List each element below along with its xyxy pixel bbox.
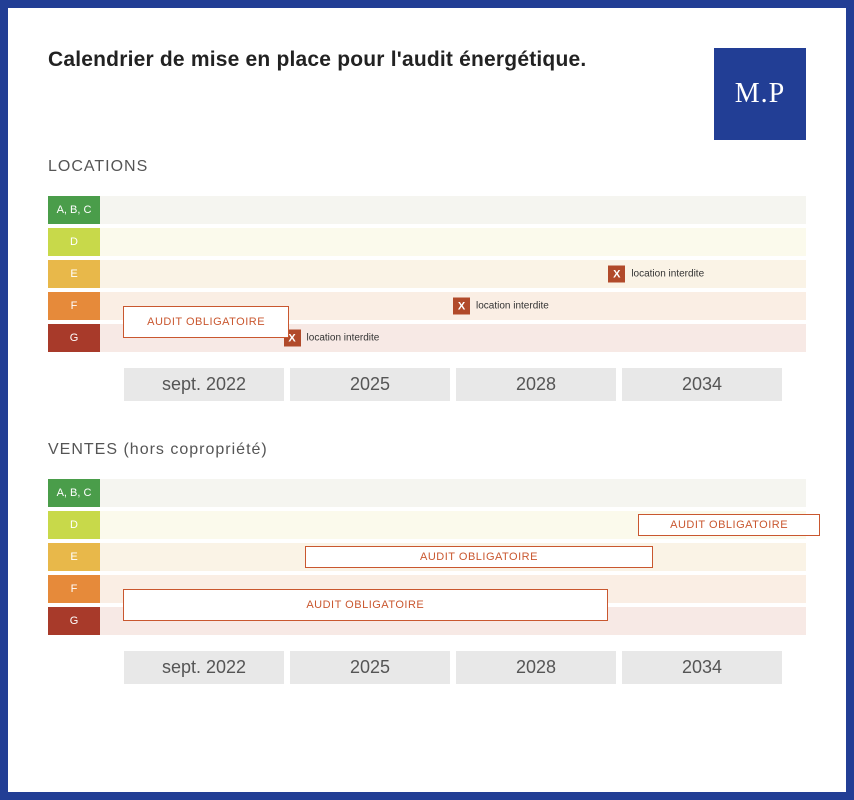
audit-box: AUDIT OBLIGATOIRE [305, 546, 654, 568]
grade-label: E [48, 543, 100, 571]
logo: M.P [714, 48, 806, 140]
x-icon: X [608, 266, 625, 283]
grade-label: A, B, C [48, 196, 100, 224]
audit-box: AUDIT OBLIGATOIRE [123, 306, 290, 338]
section-title-locations: LOCATIONS [48, 158, 806, 176]
grade-row: A, B, C [48, 479, 806, 507]
section-ventes: VENTES (hors copropriété) A, B, C DEFG AUD… [48, 441, 806, 684]
marker-interdite: Xlocation interdite [453, 298, 549, 315]
frame: Calendrier de mise en place pour l'audit… [0, 0, 854, 800]
timeline-label: sept. 2022 [124, 651, 284, 684]
grade-row: E Xlocation interdite [48, 260, 806, 288]
grade-row: D [48, 228, 806, 256]
audit-box: AUDIT OBLIGATOIRE [123, 589, 608, 621]
grade-track: Xlocation interdite [100, 260, 806, 288]
section-title-ventes: VENTES (hors copropriété) [48, 441, 806, 459]
marker-interdite: Xlocation interdite [284, 330, 380, 347]
grade-label: G [48, 607, 100, 635]
page-title: Calendrier de mise en place pour l'audit… [48, 48, 586, 72]
marker-label: location interdite [307, 333, 380, 344]
grade-row: A, B, C [48, 196, 806, 224]
timeline-label: 2028 [456, 651, 616, 684]
timeline-label: 2034 [622, 651, 782, 684]
grade-label: D [48, 228, 100, 256]
grade-label: F [48, 292, 100, 320]
chart-locations: A, B, C DE Xlocation interdite F Xlocation i… [48, 196, 806, 352]
timeline-label: 2025 [290, 651, 450, 684]
header: Calendrier de mise en place pour l'audit… [48, 48, 806, 140]
grade-label: E [48, 260, 100, 288]
grade-track [100, 196, 806, 224]
timeline-label: 2034 [622, 368, 782, 401]
timeline-label: sept. 2022 [124, 368, 284, 401]
grade-track [100, 479, 806, 507]
timeline-label: 2028 [456, 368, 616, 401]
grade-label: G [48, 324, 100, 352]
grade-label: F [48, 575, 100, 603]
timeline-label: 2025 [290, 368, 450, 401]
timeline-locations: sept. 2022202520282034 [100, 364, 806, 401]
timeline-ventes: sept. 2022202520282034 [100, 647, 806, 684]
grade-label: D [48, 511, 100, 539]
marker-label: location interdite [476, 301, 549, 312]
marker-label: location interdite [631, 269, 704, 280]
x-icon: X [453, 298, 470, 315]
audit-box: AUDIT OBLIGATOIRE [638, 514, 820, 536]
chart-ventes: A, B, C DEFG AUDIT OBLIGATOIRE AUDIT OBLIGA… [48, 479, 806, 635]
grade-label: A, B, C [48, 479, 100, 507]
grade-track [100, 228, 806, 256]
marker-interdite: Xlocation interdite [608, 266, 704, 283]
section-locations: LOCATIONS A, B, C DE Xlocation interdite F X… [48, 158, 806, 401]
